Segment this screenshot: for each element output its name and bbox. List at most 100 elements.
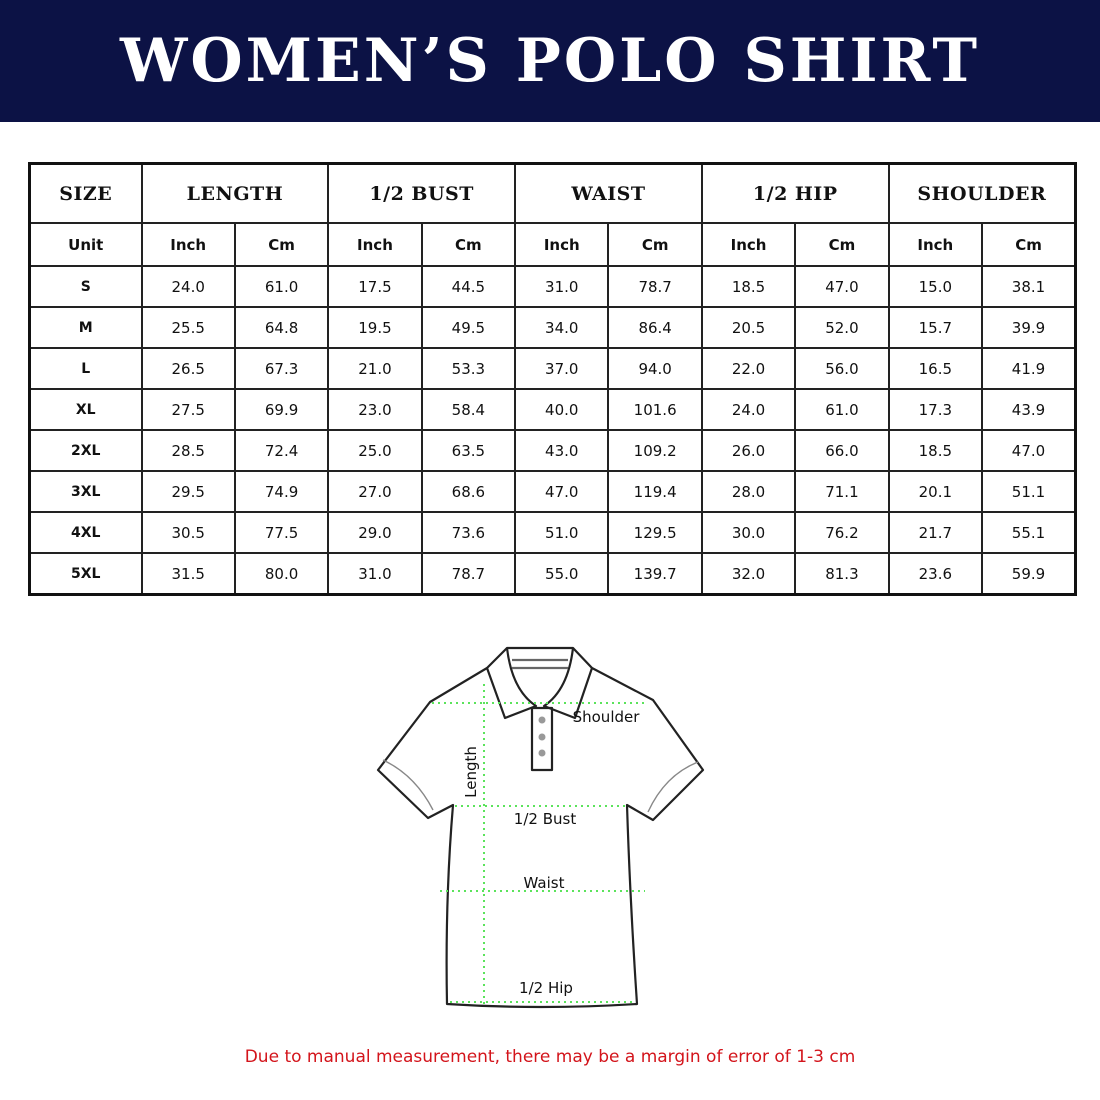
size-header: SIZE — [28, 162, 143, 224]
measurement-cell: 53.3 — [420, 347, 517, 390]
collar-left — [485, 647, 538, 720]
measurement-cell: 16.5 — [887, 347, 984, 390]
measurement-cell: 56.0 — [794, 347, 890, 390]
unit-inch: Inch — [327, 222, 423, 267]
measurement-cell: 43.0 — [514, 429, 610, 472]
measurement-cell: 47.0 — [514, 470, 610, 513]
measurement-cell: 61.0 — [794, 388, 890, 431]
measurement-cell: 74.9 — [233, 470, 330, 513]
measurement-cell: 24.0 — [700, 388, 797, 431]
measurement-cell: 80.0 — [233, 552, 330, 596]
measurement-cell: 38.1 — [981, 265, 1077, 308]
measurement-cell: 30.0 — [700, 511, 797, 554]
measurement-cell: 76.2 — [794, 511, 890, 554]
measurement-cell: 129.5 — [607, 511, 703, 554]
measurement-cell: 86.4 — [607, 306, 703, 349]
unit-cm: Cm — [794, 222, 890, 267]
unit-inch: Inch — [514, 222, 610, 267]
measurement-cell: 37.0 — [514, 347, 610, 390]
measurement-cell: 61.0 — [233, 265, 330, 308]
measurement-cell: 47.0 — [981, 429, 1077, 472]
measurement-cell: 17.3 — [887, 388, 984, 431]
measurement-cell: 59.9 — [981, 552, 1077, 596]
measurement-cell: 47.0 — [794, 265, 890, 308]
unit-inch: Inch — [140, 222, 236, 267]
measurement-cell: 17.5 — [327, 265, 423, 308]
measurement-cell: 19.5 — [327, 306, 423, 349]
table-row: 2XL 28.5 72.4 25.0 63.5 43.0 109.2 26.0 66.0 18.5… — [28, 429, 1077, 472]
measurement-cell: 43.9 — [981, 388, 1077, 431]
sleeve-cuff-right — [647, 761, 699, 813]
table-row: M 25.5 64.8 19.5 49.5 34.0 86.4 20.5 52.0 15.7 39.… — [28, 306, 1077, 349]
measurement-cell: 44.5 — [420, 265, 517, 308]
button-icon — [538, 716, 546, 724]
measurement-cell: 15.7 — [887, 306, 984, 349]
unit-cm: Cm — [233, 222, 330, 267]
measurement-cell: 52.0 — [794, 306, 890, 349]
group-header-row: SIZE LENGTH 1/2 BUST WAIST 1/2 HIP SHOUL… — [28, 162, 1077, 224]
measurement-cell: 67.3 — [233, 347, 330, 390]
measurement-cell: 69.9 — [233, 388, 330, 431]
button-icon — [538, 749, 546, 757]
bust-label: 1/2 Bust — [513, 810, 577, 828]
size-cell: 3XL — [28, 470, 143, 513]
size-chart-table: SIZE LENGTH 1/2 BUST WAIST 1/2 HIP SHOUL… — [28, 162, 1077, 596]
measurement-cell: 78.7 — [420, 552, 517, 596]
hip-label: 1/2 Hip — [519, 979, 573, 997]
measurement-cell: 28.0 — [700, 470, 797, 513]
table-row: 4XL 30.5 77.5 29.0 73.6 51.0 129.5 30.0 76.2 21.7… — [28, 511, 1077, 554]
measurement-cell: 27.0 — [327, 470, 423, 513]
measurement-cell: 68.6 — [420, 470, 517, 513]
measurement-cell: 20.5 — [700, 306, 797, 349]
neck-band — [512, 658, 568, 670]
measurement-cell: 51.0 — [514, 511, 610, 554]
size-cell: 2XL — [28, 429, 143, 472]
unit-cm: Cm — [981, 222, 1077, 267]
measurement-cell: 73.6 — [420, 511, 517, 554]
shoulder-label: Shoulder — [572, 708, 640, 726]
table-row: S 24.0 61.0 17.5 44.5 31.0 78.7 18.5 47.0 15.0 38.… — [28, 265, 1077, 308]
group-header-shoulder: SHOULDER — [887, 162, 1077, 224]
measurement-cell: 29.5 — [140, 470, 236, 513]
measurement-cell: 23.0 — [327, 388, 423, 431]
measurement-cell: 34.0 — [514, 306, 610, 349]
measurement-cell: 55.1 — [981, 511, 1077, 554]
measurement-cell: 24.0 — [140, 265, 236, 308]
measurement-cell: 66.0 — [794, 429, 890, 472]
measurement-cell: 64.8 — [233, 306, 330, 349]
measurement-cell: 27.5 — [140, 388, 236, 431]
measurement-cell: 49.5 — [420, 306, 517, 349]
measurement-cell: 32.0 — [700, 552, 797, 596]
table-body: S 24.0 61.0 17.5 44.5 31.0 78.7 18.5 47.0 15.0 38.… — [28, 265, 1077, 596]
measurement-cell: 40.0 — [514, 388, 610, 431]
group-header-hip: 1/2 HIP — [700, 162, 890, 224]
measurement-cell: 25.5 — [140, 306, 236, 349]
measurement-cell: 21.0 — [327, 347, 423, 390]
table-row: L 26.5 67.3 21.0 53.3 37.0 94.0 22.0 56.0 16.5 41.… — [28, 347, 1077, 390]
measurement-cell: 18.5 — [700, 265, 797, 308]
collar-right — [542, 647, 594, 720]
measurement-cell: 94.0 — [607, 347, 703, 390]
size-cell: XL — [28, 388, 143, 431]
measurement-cell: 139.7 — [607, 552, 703, 596]
size-cell: L — [28, 347, 143, 390]
table-row: XL 27.5 69.9 23.0 58.4 40.0 101.6 24.0 61.0 17.3 4… — [28, 388, 1077, 431]
measurement-cell: 63.5 — [420, 429, 517, 472]
size-cell: M — [28, 306, 143, 349]
measurement-cell: 26.5 — [140, 347, 236, 390]
title-banner: WOMEN’S POLO SHIRT — [0, 0, 1100, 122]
measurement-cell: 31.0 — [327, 552, 423, 596]
unit-inch: Inch — [887, 222, 984, 267]
unit-cm: Cm — [607, 222, 703, 267]
unit-cm: Cm — [420, 222, 517, 267]
measurement-cell: 25.0 — [327, 429, 423, 472]
shirt-body-outline — [376, 646, 705, 1009]
unit-label: Unit — [28, 222, 143, 267]
measurement-cell: 101.6 — [607, 388, 703, 431]
unit-inch: Inch — [700, 222, 797, 267]
button-icon — [538, 733, 546, 741]
measurement-cell: 20.1 — [887, 470, 984, 513]
group-header-bust: 1/2 BUST — [327, 162, 517, 224]
measurement-cell: 22.0 — [700, 347, 797, 390]
